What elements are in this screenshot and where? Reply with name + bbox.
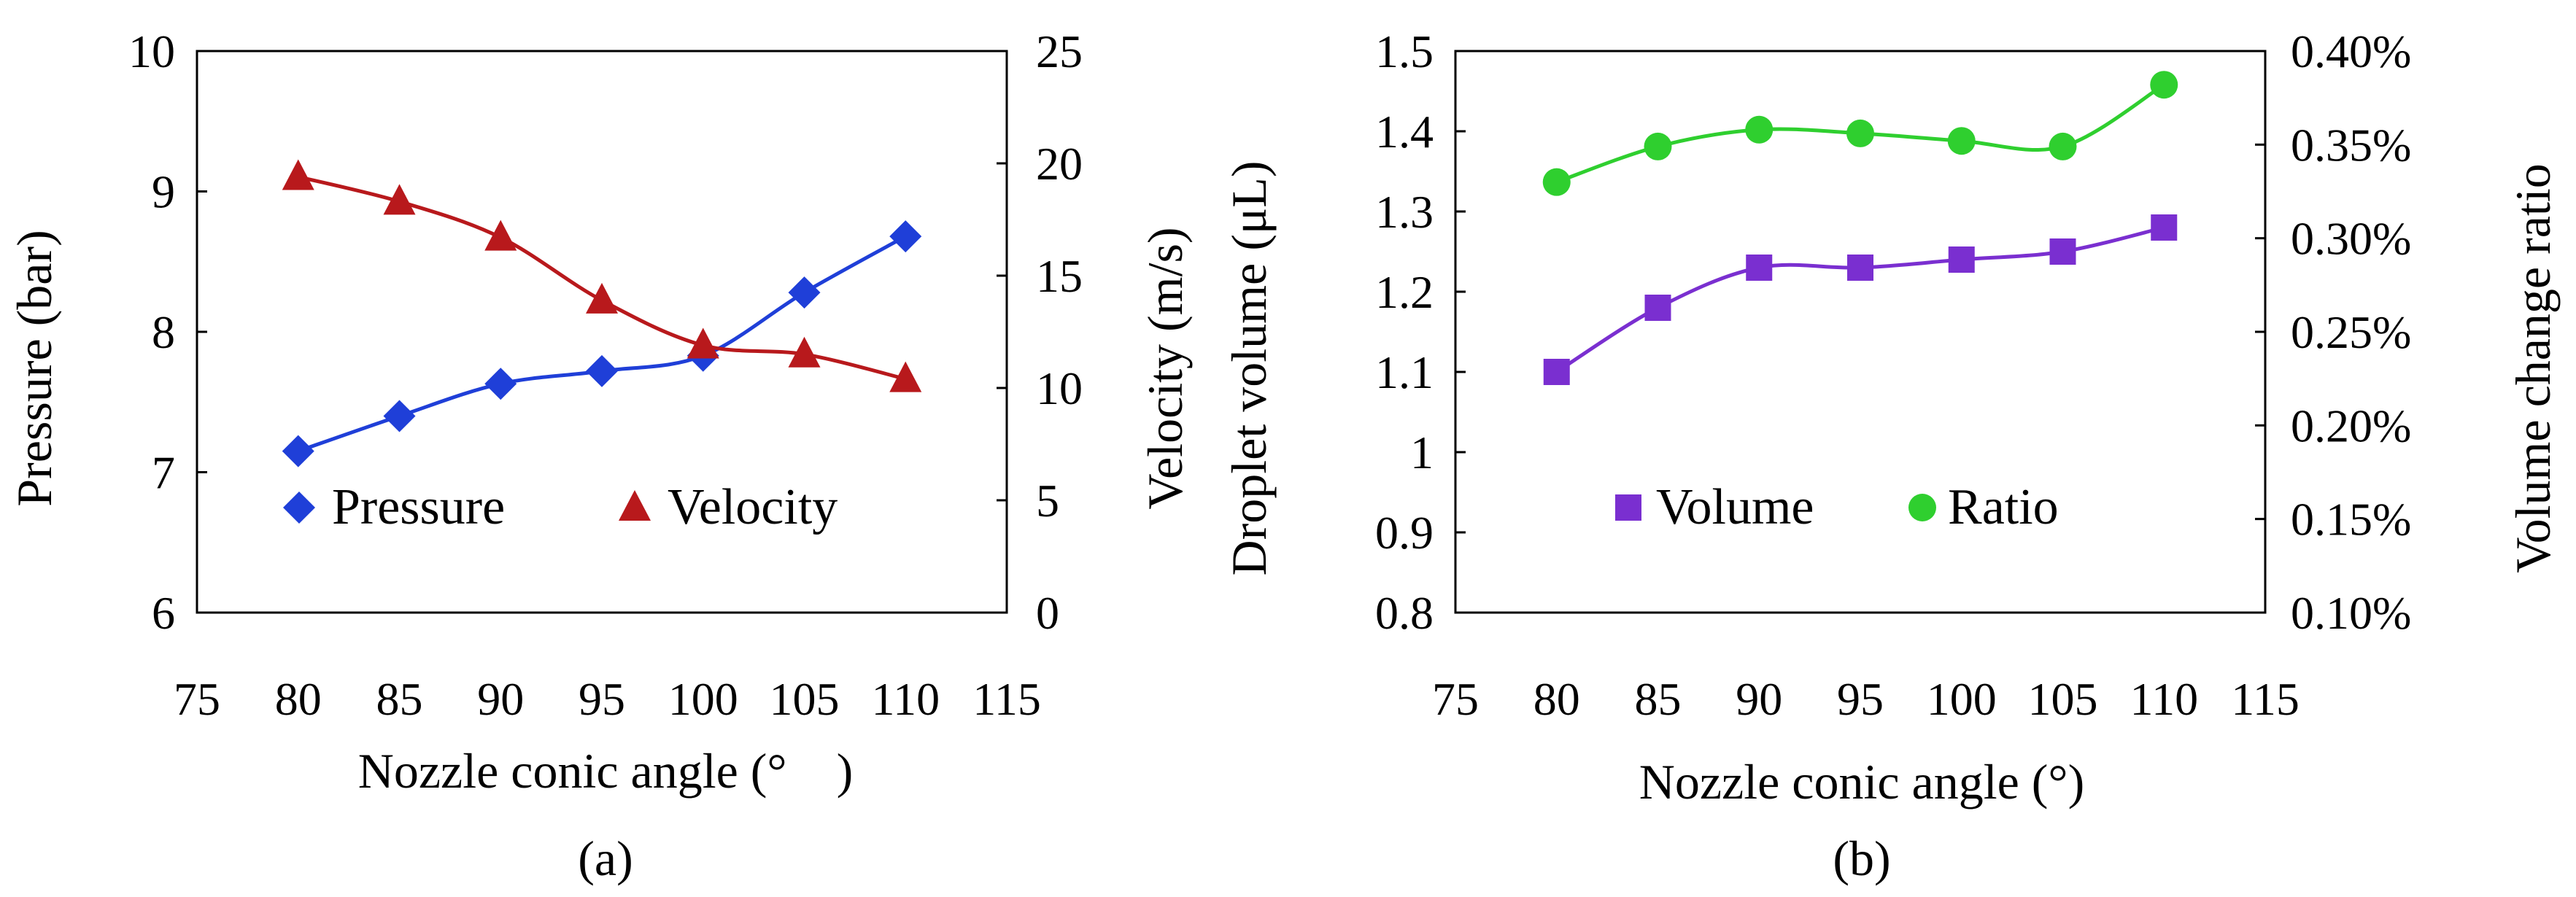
data-point-pressure bbox=[889, 220, 922, 253]
x-tick-label: 105 bbox=[770, 673, 840, 725]
chart-b: 0.8 0.9 1 1.1 1.2 1.3 1.4 1.5 0.10% 0.15% 0.20% 0.2… bbox=[1221, 26, 2561, 886]
legend-marker-volume bbox=[1615, 494, 1641, 521]
data-point-velocity bbox=[383, 184, 416, 215]
legend-label-pressure: Pressure bbox=[332, 479, 505, 535]
data-point-pressure bbox=[383, 400, 416, 432]
x-tick-label: 95 bbox=[579, 673, 625, 725]
data-point-velocity bbox=[484, 220, 517, 251]
x-tick-label: 80 bbox=[1533, 673, 1580, 725]
y-left-axis-title: Pressure (bar) bbox=[7, 230, 62, 507]
legend-marker-pressure bbox=[283, 492, 315, 524]
data-point-ratio bbox=[1542, 168, 1571, 196]
y-right-tick-label: 0.10% bbox=[2291, 587, 2411, 639]
data-point-pressure bbox=[282, 435, 314, 467]
data-point-volume bbox=[1948, 246, 1975, 273]
y-right-tick-label: 0.20% bbox=[2291, 400, 2411, 451]
y-right-axis-title: Volume change ratio bbox=[2505, 163, 2561, 572]
y-left-tick-label: 10 bbox=[128, 26, 175, 77]
y-left-tick-label: 8 bbox=[152, 306, 175, 358]
data-point-pressure bbox=[586, 354, 618, 387]
y-left-tick-label: 1.3 bbox=[1375, 186, 1434, 238]
y-left-tick-label: 1.4 bbox=[1375, 106, 1434, 158]
data-point-ratio bbox=[1745, 115, 1774, 144]
plot-frame bbox=[196, 50, 1008, 614]
x-tick-label: 115 bbox=[972, 673, 1041, 725]
x-tick-label: 110 bbox=[871, 673, 940, 725]
data-point-volume bbox=[2151, 214, 2178, 241]
y-right-tick-label: 20 bbox=[1036, 138, 1083, 190]
legend-label-ratio: Ratio bbox=[1948, 479, 2059, 535]
y-left-tick-label: 9 bbox=[152, 166, 175, 218]
y-left-tick-label: 0.8 bbox=[1375, 587, 1434, 639]
y-right-tick-label: 0.15% bbox=[2291, 494, 2411, 545]
data-point-volume bbox=[1746, 255, 1773, 281]
y-left-tick-label: 1.2 bbox=[1375, 266, 1434, 318]
data-point-pressure bbox=[484, 368, 517, 400]
y-left-tick-label: 1 bbox=[1410, 427, 1434, 478]
y-right-tick-label: 25 bbox=[1036, 26, 1083, 77]
y-right-tick-label: 0.25% bbox=[2291, 306, 2411, 358]
y-right-tick-label: 15 bbox=[1036, 250, 1083, 302]
panel-label: (b) bbox=[1833, 831, 1890, 886]
x-tick-label: 75 bbox=[1432, 673, 1479, 725]
legend-label-velocity: Velocity bbox=[668, 479, 838, 535]
data-point-pressure bbox=[788, 276, 821, 309]
y-left-tick-label: 0.9 bbox=[1375, 507, 1434, 559]
data-point-ratio bbox=[1644, 132, 1672, 160]
y-right-tick-label: 10 bbox=[1036, 362, 1083, 414]
x-tick-label: 95 bbox=[1837, 673, 1884, 725]
x-tick-label: 75 bbox=[174, 673, 220, 725]
data-point-ratio bbox=[1846, 119, 1874, 147]
x-tick-label: 100 bbox=[668, 673, 738, 725]
y-right-tick-label: 5 bbox=[1036, 475, 1059, 527]
legend-label-volume: Volume bbox=[1656, 479, 1814, 535]
x-tick-label: 110 bbox=[2130, 673, 2198, 725]
x-tick-label: 80 bbox=[275, 673, 322, 725]
data-point-ratio bbox=[2150, 71, 2178, 99]
x-tick-label: 105 bbox=[2028, 673, 2098, 725]
x-tick-label: 85 bbox=[1635, 673, 1682, 725]
data-point-volume bbox=[1543, 359, 1570, 385]
y-right-tick-label: 0.35% bbox=[2291, 119, 2411, 171]
x-axis-title: Nozzle conic angle (°) bbox=[1639, 754, 2085, 809]
y-right-axis-title: Velocity (m/s) bbox=[1137, 227, 1193, 509]
y-left-tick-label: 1.1 bbox=[1375, 346, 1434, 398]
x-tick-label: 90 bbox=[477, 673, 524, 725]
data-point-volume bbox=[2049, 238, 2076, 265]
x-tick-label: 90 bbox=[1736, 673, 1782, 725]
data-point-ratio bbox=[2049, 132, 2077, 160]
y-right-tick-label: 0.40% bbox=[2291, 26, 2411, 77]
data-point-velocity bbox=[282, 159, 314, 190]
data-point-velocity bbox=[586, 282, 618, 314]
x-tick-label: 85 bbox=[376, 673, 423, 725]
data-point-ratio bbox=[1947, 127, 1976, 155]
y-left-tick-label: 7 bbox=[152, 447, 175, 499]
data-point-velocity bbox=[889, 361, 922, 392]
y-right-tick-label: 0 bbox=[1036, 587, 1059, 639]
legend-marker-velocity bbox=[619, 490, 651, 521]
x-axis-title: Nozzle conic angle (° ) bbox=[358, 743, 854, 799]
y-left-tick-label: 6 bbox=[152, 587, 175, 639]
x-tick-label: 100 bbox=[1927, 673, 1997, 725]
data-point-volume bbox=[1847, 255, 1873, 281]
data-point-volume bbox=[1644, 295, 1671, 321]
y-left-axis-title: Droplet volume (μL) bbox=[1221, 161, 1277, 576]
panel-label: (a) bbox=[578, 831, 633, 886]
data-point-velocity bbox=[788, 336, 821, 368]
x-tick-label: 115 bbox=[2231, 673, 2300, 725]
data-point-velocity bbox=[686, 327, 719, 359]
legend-marker-ratio bbox=[1908, 494, 1936, 521]
y-left-tick-label: 1.5 bbox=[1375, 26, 1434, 77]
y-right-tick-label: 0.30% bbox=[2291, 213, 2411, 265]
